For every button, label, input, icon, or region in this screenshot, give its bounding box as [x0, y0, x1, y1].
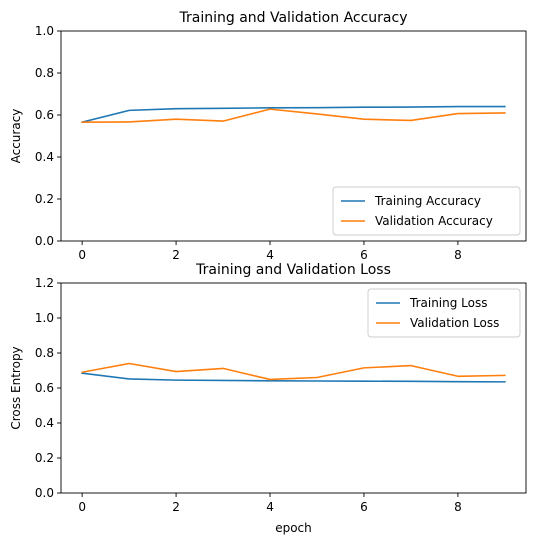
legend-label: Validation Loss: [410, 316, 499, 330]
x-tick-label: 2: [172, 248, 180, 262]
y-tick-label: 0.0: [35, 486, 54, 500]
y-tick-label: 1.0: [35, 24, 54, 38]
y-tick-label: 1.0: [35, 311, 54, 325]
chart-title: Training and Validation Accuracy: [179, 10, 408, 26]
legend: Training Loss Validation Loss: [367, 288, 521, 338]
y-tick-label: 0.6: [35, 381, 54, 395]
chart-1: Training and Validation Loss 0 2 4 6 8 0.0 0.2 0…: [9, 262, 527, 535]
y-tick-label: 1.2: [35, 276, 54, 290]
y-tick-label: 0.8: [35, 346, 54, 360]
y-axis-label: Cross Entropy: [9, 346, 23, 429]
series-line-training-loss: [81, 372, 506, 383]
x-tick-label: 4: [266, 248, 274, 262]
legend-box: [332, 186, 521, 236]
y-tick-label: 0.0: [35, 234, 54, 248]
chart-0: Training and Validation Accuracy 0 2 4 6 8 0.0…: [9, 10, 527, 262]
y-tick-label: 0.2: [35, 451, 54, 465]
x-tick-label: 8: [454, 500, 462, 514]
legend-box: [367, 288, 521, 338]
x-tick-label: 0: [78, 248, 86, 262]
y-tick-label: 0.4: [35, 416, 54, 430]
series-line-training-accuracy: [81, 105, 506, 124]
x-axis-label: epoch: [275, 521, 312, 535]
x-tick-label: 6: [360, 248, 368, 262]
chart-title: Training and Validation Loss: [195, 262, 391, 278]
x-tick-label: 6: [360, 500, 368, 514]
legend-label: Validation Accuracy: [375, 214, 493, 228]
chart-panels: Training and Validation Accuracy 0 2 4 6 8 0.0…: [9, 10, 527, 535]
legend-label: Training Accuracy: [374, 194, 481, 208]
y-axis-label: Accuracy: [9, 109, 23, 164]
y-tick-label: 0.2: [35, 192, 54, 206]
y-tick-label: 0.4: [35, 150, 54, 164]
legend-label: Training Loss: [409, 296, 487, 310]
y-tick-label: 0.6: [35, 108, 54, 122]
legend: Training Accuracy Validation Accuracy: [332, 186, 521, 236]
plot-frame: [60, 30, 527, 242]
x-tick-label: 8: [454, 248, 462, 262]
x-tick-label: 0: [78, 500, 86, 514]
y-tick-label: 0.8: [35, 66, 54, 80]
x-tick-label: 4: [266, 500, 274, 514]
series-line-validation-accuracy: [81, 108, 506, 123]
x-tick-label: 2: [172, 500, 180, 514]
series-line-validation-loss: [81, 362, 506, 381]
